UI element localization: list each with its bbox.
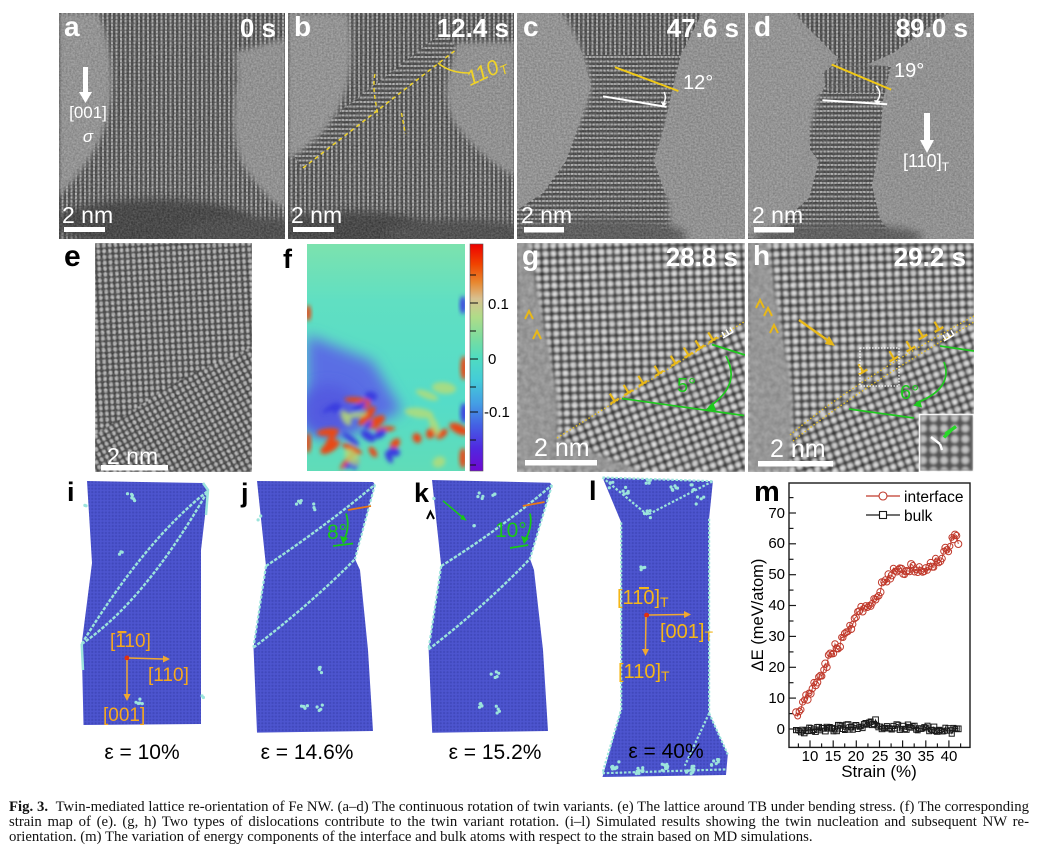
svg-text:0: 0 [777,721,785,738]
svg-text:[001]T: [001]T [660,621,713,644]
svg-text:12.4 s: 12.4 s [437,13,509,43]
svg-text:[110]: [110] [148,665,189,686]
svg-text:-0.1: -0.1 [484,404,510,421]
svg-text:29.2 s: 29.2 s [894,243,966,272]
svg-text:0 s: 0 s [240,13,276,43]
svg-text:89.0 s: 89.0 s [896,13,968,43]
svg-text:2 nm: 2 nm [521,202,572,228]
svg-text:σ: σ [83,127,94,146]
svg-text:l: l [589,476,597,506]
svg-text:35: 35 [918,748,935,765]
svg-text:0.1: 0.1 [488,296,509,313]
svg-text:a: a [64,13,80,42]
svg-text:12°: 12° [683,72,713,94]
svg-text:20: 20 [848,748,865,765]
svg-text:15: 15 [825,748,842,765]
svg-text:10: 10 [768,690,785,707]
svg-text:25: 25 [872,748,889,765]
svg-text:40: 40 [768,597,785,614]
svg-text:40: 40 [941,748,958,765]
svg-text:20: 20 [768,659,785,676]
svg-text:8°: 8° [327,521,347,544]
svg-text:2 nm: 2 nm [62,202,113,228]
svg-text:i: i [67,477,75,507]
svg-text:ε = 40%: ε = 40% [628,740,703,763]
svg-text:h: h [753,243,770,271]
svg-text:2 nm: 2 nm [752,202,803,228]
svg-text:interface: interface [904,489,963,506]
svg-text:50: 50 [768,566,785,583]
svg-text:f: f [283,244,293,274]
svg-text:c: c [523,13,539,42]
svg-text:d: d [754,13,771,42]
svg-text:[001]: [001] [103,705,145,726]
svg-text:19°: 19° [894,60,924,82]
svg-text:ΔE (meV/atom): ΔE (meV/atom) [750,559,767,672]
svg-text:j: j [240,478,249,508]
svg-text:2 nm: 2 nm [107,443,158,469]
svg-text:g: g [522,243,539,271]
svg-text:70: 70 [768,505,785,522]
svg-text:60: 60 [768,535,785,552]
svg-text:30: 30 [768,628,785,645]
svg-text:2 nm: 2 nm [534,434,590,462]
svg-text:ε = 15.2%: ε = 15.2% [449,741,542,764]
svg-text:28.8 s: 28.8 s [666,243,738,272]
svg-text:[110]T: [110]T [617,587,669,610]
svg-text:6°: 6° [900,382,919,404]
svg-text:5°: 5° [677,375,696,397]
svg-text:[110]T: [110]T [618,661,670,684]
svg-text:m: m [754,478,780,508]
svg-text:Strain (%): Strain (%) [841,762,917,781]
svg-text:0: 0 [488,351,496,368]
svg-text:30: 30 [895,748,912,765]
svg-text:2 nm: 2 nm [291,202,342,228]
svg-text:2 nm: 2 nm [770,435,826,463]
svg-text:[110]T: [110]T [903,151,950,174]
svg-text:47.6 s: 47.6 s [667,13,739,43]
svg-text:ε = 10%: ε = 10% [104,741,179,764]
svg-text:10: 10 [802,748,819,765]
svg-text:[110]: [110] [110,631,151,652]
svg-text:[001]: [001] [69,103,107,122]
svg-text:bulk: bulk [904,508,933,525]
svg-text:b: b [294,13,311,42]
svg-text:k: k [414,478,430,508]
svg-text:ε = 14.6%: ε = 14.6% [261,741,354,764]
svg-text:10°: 10° [495,519,527,542]
